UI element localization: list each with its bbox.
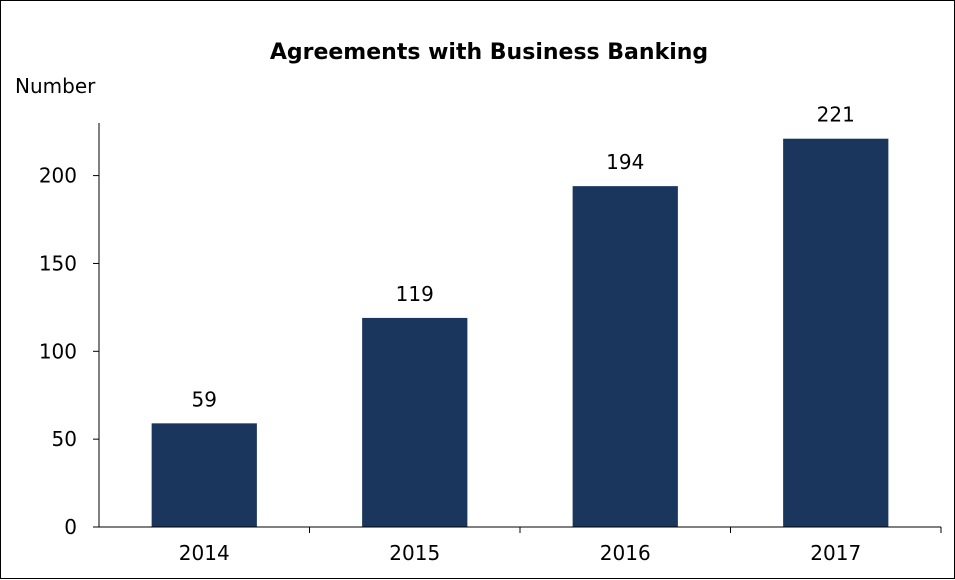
bar-2015 [362, 317, 468, 527]
y-tick-label-50: 50 [52, 427, 77, 451]
bar-2016 [572, 186, 678, 527]
plot-area: 0 50 100 150 200 2014 2015 2016 2017 59 119 194 221 [39, 103, 942, 565]
y-tick-label-0: 0 [64, 515, 77, 539]
bar-2014 [151, 423, 257, 527]
y-axis-label: Number [15, 74, 96, 98]
data-label-2017: 221 [817, 103, 855, 127]
x-tick-label-2014: 2014 [179, 541, 230, 565]
y-tick-label-150: 150 [39, 251, 77, 275]
y-tick-label-200: 200 [39, 164, 77, 188]
bar-2017 [783, 138, 889, 527]
x-tick-label-2016: 2016 [600, 541, 651, 565]
x-tick-label-2017: 2017 [810, 541, 861, 565]
data-label-2014: 59 [192, 387, 217, 411]
chart-title: Agreements with Business Banking [270, 40, 708, 65]
data-label-2015: 119 [396, 282, 434, 306]
data-label-2016: 194 [606, 150, 644, 174]
x-tick-label-2015: 2015 [389, 541, 440, 565]
y-tick-label-100: 100 [39, 339, 77, 363]
